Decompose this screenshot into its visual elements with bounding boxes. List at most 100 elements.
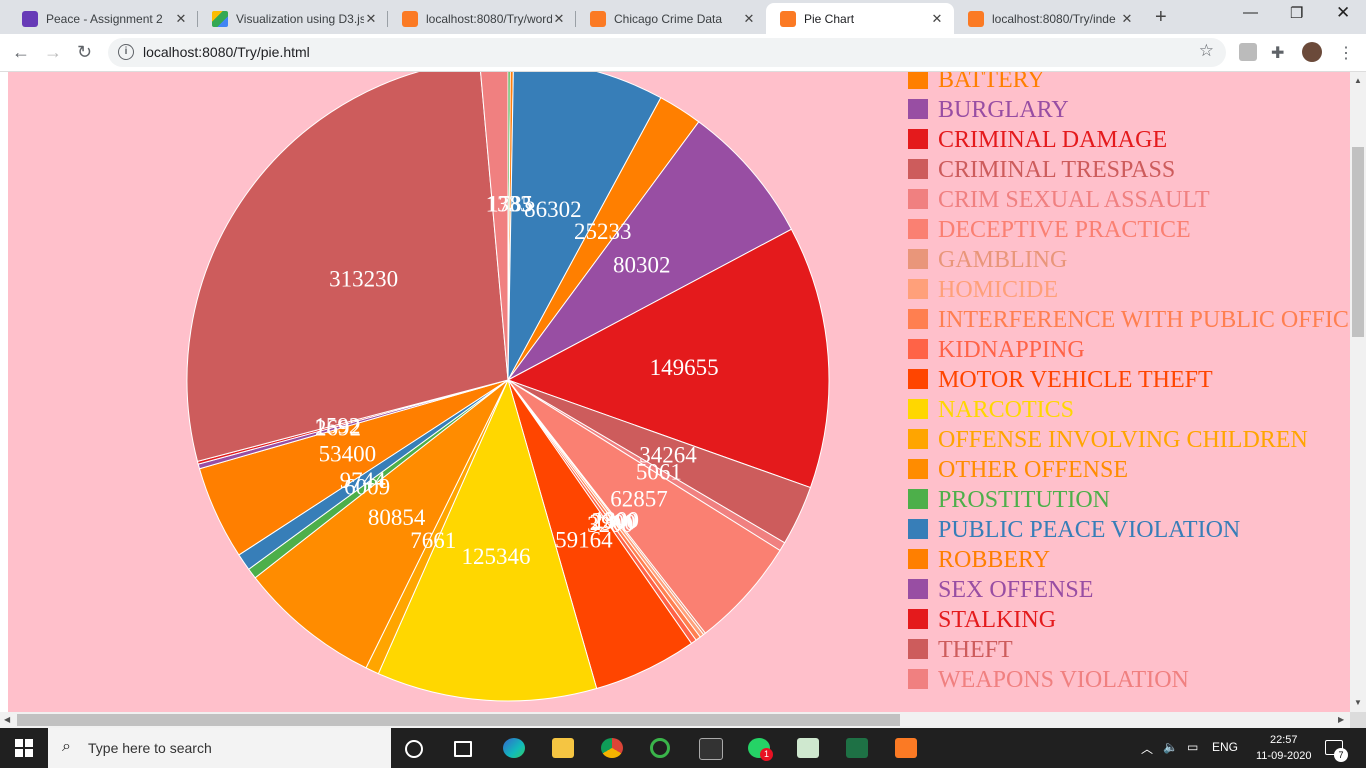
extension-r-icon[interactable]	[1239, 43, 1257, 61]
legend-label: HOMICIDE	[938, 279, 1058, 303]
back-icon[interactable]: ←	[12, 42, 30, 62]
loading-app-icon[interactable]	[650, 738, 670, 758]
legend-item: THEFT	[908, 639, 1348, 669]
horizontal-scroll-thumb[interactable]	[17, 714, 900, 726]
legend-item: DECEPTIVE PRACTICE	[908, 219, 1348, 249]
pie-slice-label: 313230	[329, 266, 398, 291]
pie-slice[interactable]	[254, 379, 509, 669]
tab-title: Peace - Assignment 2	[46, 11, 163, 26]
address-bar[interactable]: i localhost:8080/Try/pie.html ☆	[108, 38, 1226, 67]
restore-icon[interactable]: ❐	[1290, 5, 1304, 22]
tray-chevron-icon[interactable]: ︿	[1141, 742, 1154, 756]
legend-item: STALKING	[908, 609, 1348, 639]
tab-chicago-crime-data[interactable]: Chicago Crime Data ✕	[576, 3, 766, 34]
url-text[interactable]: localhost:8080/Try/pie.html	[143, 44, 310, 60]
terminal-icon[interactable]	[699, 738, 723, 760]
legend-swatch	[908, 129, 928, 149]
close-icon[interactable]: ✕	[931, 10, 943, 26]
close-icon[interactable]: ✕	[175, 10, 187, 26]
legend-swatch	[908, 609, 928, 629]
clock[interactable]: 22:57 11-09-2020	[1256, 732, 1311, 764]
xampp-icon	[968, 10, 984, 27]
close-icon[interactable]: ✕	[365, 10, 377, 26]
legend-swatch	[908, 189, 928, 209]
tab-localhost-index[interactable]: localhost:8080/Try/inde ✕	[954, 3, 1144, 34]
pie-slice-label: 80302	[613, 253, 671, 278]
notepad-chart-icon[interactable]	[797, 738, 819, 758]
legend-label: THEFT	[938, 639, 1013, 663]
edge-icon[interactable]	[503, 738, 525, 758]
cortana-icon[interactable]	[405, 740, 423, 758]
pie-slice[interactable]	[480, 72, 509, 381]
tab-pie-chart[interactable]: Pie Chart ✕	[766, 3, 954, 34]
bookmark-star-icon[interactable]: ☆	[1198, 41, 1214, 60]
legend-item: SEX OFFENSE	[908, 579, 1348, 609]
extensions-puzzle-icon[interactable]: ✚	[1271, 45, 1285, 62]
legend-swatch	[908, 279, 928, 299]
legend-label: OTHER OFFENSE	[938, 459, 1129, 483]
legend-swatch	[908, 399, 928, 419]
legend-label: SEX OFFENSE	[938, 579, 1094, 603]
pie-slice-label: 2300	[592, 509, 638, 534]
excel-icon[interactable]	[846, 738, 868, 758]
close-window-icon[interactable]: ✕	[1336, 3, 1351, 22]
tab-title: Visualization using D3.js	[236, 11, 364, 26]
tab-localhost-word[interactable]: localhost:8080/Try/word ✕	[388, 3, 576, 34]
task-view-icon[interactable]	[454, 741, 472, 757]
pie-slice[interactable]	[507, 121, 793, 381]
close-icon[interactable]: ✕	[553, 10, 565, 26]
vertical-scroll-thumb[interactable]	[1352, 147, 1364, 337]
legend-label: STALKING	[938, 609, 1057, 633]
pie-slice-label: 9744	[340, 468, 387, 493]
legend-item: GAMBLING	[908, 249, 1348, 279]
legend-swatch	[908, 159, 928, 179]
pie-slice-label: 53400	[319, 441, 377, 466]
chrome-icon[interactable]	[601, 738, 623, 758]
scroll-up-icon[interactable]: ▲	[1354, 76, 1362, 85]
windows-start-icon[interactable]	[15, 739, 33, 757]
close-icon[interactable]: ✕	[743, 10, 755, 26]
reload-icon[interactable]: ↻	[77, 42, 93, 62]
search-placeholder[interactable]: Type here to search	[88, 740, 212, 756]
network-icon[interactable]: ▭	[1187, 740, 1199, 754]
tab-peace-assignment[interactable]: Peace - Assignment 2 ✕	[8, 3, 198, 34]
horizontal-scrollbar[interactable]: ◀ ▶	[0, 712, 1350, 728]
tab-visualization-d3[interactable]: Visualization using D3.js ✕	[198, 3, 388, 34]
scroll-left-icon[interactable]: ◀	[4, 715, 11, 724]
language-indicator[interactable]: ENG	[1212, 740, 1239, 754]
xampp-taskbar-icon[interactable]	[895, 738, 917, 758]
legend-label: OFFENSE INVOLVING CHILDREN	[938, 429, 1308, 453]
search-icon: ⌕	[62, 738, 71, 755]
pie-slice[interactable]	[186, 72, 509, 462]
legend-item: HOMICIDE	[908, 279, 1348, 309]
scroll-down-icon[interactable]: ▼	[1354, 698, 1362, 707]
pie-slice-label: 25233	[574, 219, 632, 244]
pie-slice[interactable]	[507, 72, 511, 381]
pie-slice-label: 62857	[610, 486, 668, 511]
vertical-scrollbar[interactable]: ▲ ▼	[1350, 72, 1366, 712]
legend-label: WEAPONS VIOLATION	[938, 669, 1189, 693]
volume-icon[interactable]: 🔈	[1163, 740, 1178, 754]
pie-slice[interactable]	[377, 378, 598, 702]
scroll-right-icon[interactable]: ▶	[1338, 715, 1345, 724]
menu-kebab-icon[interactable]: ⋮	[1338, 45, 1354, 62]
pie-slice[interactable]	[507, 72, 662, 381]
file-explorer-icon[interactable]	[552, 738, 574, 758]
close-icon[interactable]: ✕	[1121, 10, 1133, 26]
profile-avatar[interactable]	[1302, 42, 1322, 62]
pie-slice-label: 86302	[524, 197, 582, 222]
legend-swatch	[908, 579, 928, 599]
legend-swatch	[908, 72, 928, 89]
pie-slice[interactable]	[506, 228, 830, 489]
pie-slice-label: 2692	[315, 416, 361, 441]
pie-slice-label: 125346	[462, 544, 531, 569]
legend-swatch	[908, 309, 928, 329]
new-tab-button[interactable]: +	[1155, 6, 1167, 28]
taskbar-search[interactable]: ⌕ Type here to search	[48, 728, 391, 768]
minimize-icon[interactable]: —	[1243, 4, 1258, 21]
info-icon[interactable]: i	[118, 44, 134, 60]
legend-item: CRIMINAL TRESPASS	[908, 159, 1348, 189]
legend-item: PROSTITUTION	[908, 489, 1348, 519]
forward-icon[interactable]: →	[44, 42, 62, 62]
